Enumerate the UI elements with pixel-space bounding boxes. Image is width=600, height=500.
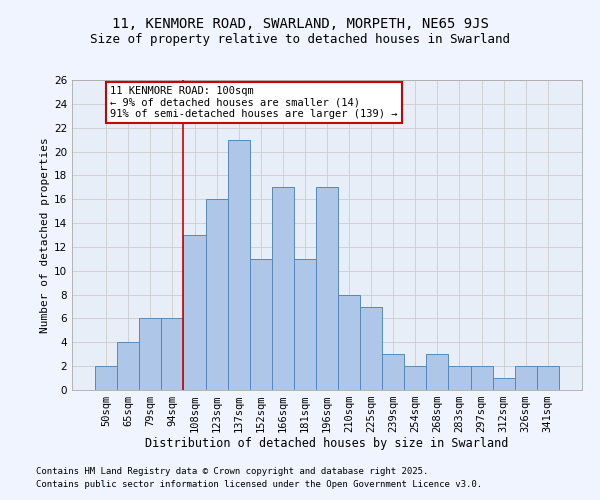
Bar: [404, 366, 427, 390]
Bar: [470, 366, 493, 390]
Bar: [338, 294, 360, 390]
Bar: [184, 235, 206, 390]
Text: 11 KENMORE ROAD: 100sqm
← 9% of detached houses are smaller (14)
91% of semi-det: 11 KENMORE ROAD: 100sqm ← 9% of detached…: [110, 86, 398, 119]
Bar: [161, 318, 184, 390]
Text: 11, KENMORE ROAD, SWARLAND, MORPETH, NE65 9JS: 11, KENMORE ROAD, SWARLAND, MORPETH, NE6…: [112, 18, 488, 32]
Text: Contains HM Land Registry data © Crown copyright and database right 2025.: Contains HM Land Registry data © Crown c…: [36, 467, 428, 476]
Bar: [493, 378, 515, 390]
Bar: [294, 259, 316, 390]
Bar: [360, 306, 382, 390]
Y-axis label: Number of detached properties: Number of detached properties: [40, 137, 50, 333]
Bar: [448, 366, 470, 390]
Bar: [316, 188, 338, 390]
Bar: [206, 199, 227, 390]
X-axis label: Distribution of detached houses by size in Swarland: Distribution of detached houses by size …: [145, 436, 509, 450]
Text: Contains public sector information licensed under the Open Government Licence v3: Contains public sector information licen…: [36, 480, 482, 489]
Bar: [427, 354, 448, 390]
Bar: [95, 366, 117, 390]
Bar: [250, 259, 272, 390]
Bar: [537, 366, 559, 390]
Bar: [117, 342, 139, 390]
Bar: [382, 354, 404, 390]
Bar: [272, 188, 294, 390]
Bar: [515, 366, 537, 390]
Bar: [139, 318, 161, 390]
Text: Size of property relative to detached houses in Swarland: Size of property relative to detached ho…: [90, 32, 510, 46]
Bar: [227, 140, 250, 390]
